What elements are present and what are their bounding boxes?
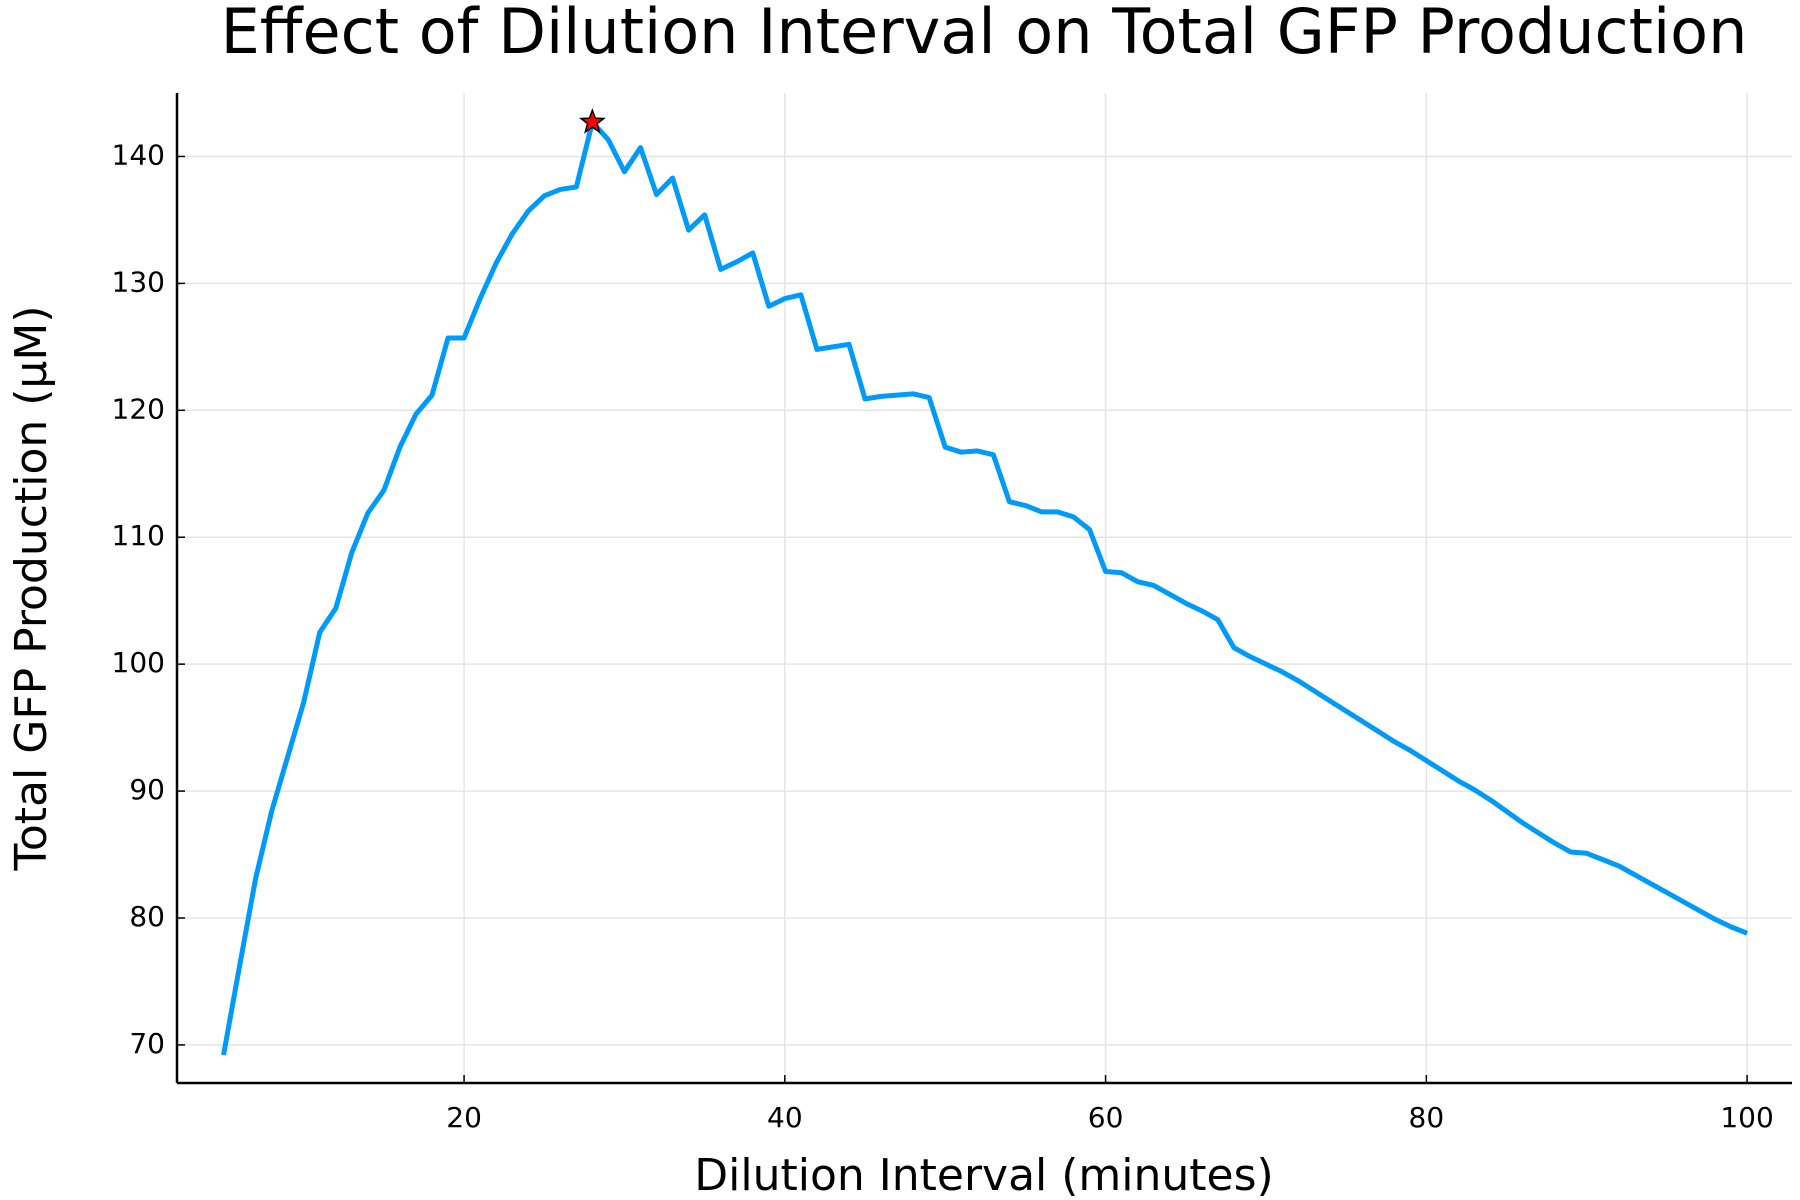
y-tick-label: 100: [112, 646, 165, 679]
y-tick-label: 80: [129, 900, 165, 933]
x-axis-label: Dilution Interval (minutes): [694, 1150, 1273, 1200]
highlight-star: [578, 108, 606, 134]
y-tick-label: 110: [112, 519, 165, 552]
y-tick-label: 90: [129, 773, 165, 806]
y-tick-label: 70: [129, 1027, 165, 1060]
x-tick-label: 40: [767, 1101, 803, 1134]
data-line: [221, 119, 1749, 1056]
y-tick-label: 130: [112, 265, 165, 298]
y-tick-label: 120: [112, 392, 165, 425]
x-tick-label: 80: [1409, 1101, 1445, 1134]
x-tick-label: 100: [1720, 1101, 1773, 1134]
x-tick-label: 20: [446, 1101, 482, 1134]
y-axis-label: Total GFP Production (μM): [6, 305, 57, 871]
chart-title: Effect of Dilution Interval on Total GFP…: [221, 0, 1748, 68]
x-tick-label: 60: [1088, 1101, 1124, 1134]
y-tick-label: 140: [112, 138, 165, 171]
